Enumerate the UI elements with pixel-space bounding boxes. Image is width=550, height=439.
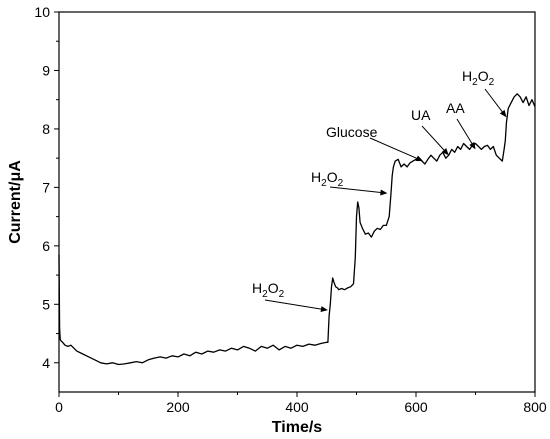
- annotation-arrow: [369, 137, 422, 161]
- y-axis-title: Current/μA: [7, 160, 24, 244]
- axis-ticks: [54, 11, 536, 397]
- y-tick-label: 10: [34, 4, 50, 20]
- annotation: UA: [411, 107, 449, 156]
- annotation-arrowhead: [499, 109, 507, 118]
- annotation-label: AA: [446, 100, 465, 116]
- annotation: H2O2: [252, 280, 328, 313]
- x-tick-label: 800: [523, 399, 547, 415]
- annotation-arrow: [421, 125, 448, 155]
- annotations: H2O2 H2O2 Glucose UA AA H2O2: [252, 68, 507, 313]
- x-tick-label: 400: [285, 399, 309, 415]
- annotation-arrowhead: [441, 148, 449, 156]
- annotation-label: Glucose: [326, 124, 378, 140]
- annotation-arrowhead: [415, 155, 424, 162]
- annotation-arrowhead: [469, 141, 476, 150]
- annotation: H2O2: [311, 169, 388, 196]
- annotation-arrowhead: [320, 306, 328, 313]
- annotation-label: H2O2: [462, 68, 495, 88]
- x-tick-label: 0: [55, 399, 63, 415]
- annotation: H2O2: [462, 68, 507, 118]
- tick-labels: 0 200 400 600 800 4 5 6 7 8 9 10: [34, 4, 546, 415]
- x-axis-title: Time/s: [272, 419, 323, 436]
- annotation-label: H2O2: [252, 280, 285, 300]
- annotation-arrow: [456, 118, 475, 148]
- annotation-arrowhead: [380, 189, 388, 196]
- y-tick-label: 8: [42, 121, 50, 137]
- y-tick-label: 5: [42, 296, 50, 312]
- annotation-label: H2O2: [311, 169, 344, 189]
- annotation-arrow: [264, 299, 327, 311]
- y-tick-label: 7: [42, 179, 50, 195]
- x-tick-label: 600: [404, 399, 428, 415]
- annotation: AA: [446, 100, 476, 150]
- annotation-label: UA: [411, 107, 431, 123]
- annotation-arrow: [329, 186, 386, 194]
- annotation-arrow: [484, 88, 506, 116]
- series-line: [58, 93, 536, 366]
- annotation: Glucose: [326, 124, 424, 162]
- y-tick-label: 9: [42, 62, 50, 78]
- y-tick-label: 6: [42, 238, 50, 254]
- y-tick-label: 4: [42, 355, 50, 371]
- x-tick-label: 200: [166, 399, 190, 415]
